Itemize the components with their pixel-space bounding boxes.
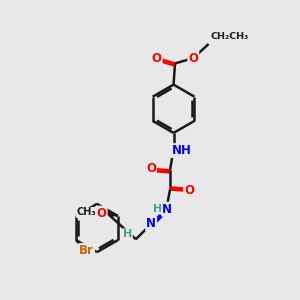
Text: CH₃: CH₃ <box>76 207 96 218</box>
Text: CH₂CH₃: CH₂CH₃ <box>210 32 248 41</box>
Text: O: O <box>152 52 162 64</box>
Text: H: H <box>153 204 162 214</box>
Text: Br: Br <box>79 244 94 257</box>
Text: NH: NH <box>172 144 192 157</box>
Text: O: O <box>97 206 107 220</box>
Text: O: O <box>146 162 156 175</box>
Text: H: H <box>123 229 132 239</box>
Text: O: O <box>184 184 194 197</box>
Text: O: O <box>188 52 198 64</box>
Text: N: N <box>162 203 172 216</box>
Text: N: N <box>146 218 156 230</box>
